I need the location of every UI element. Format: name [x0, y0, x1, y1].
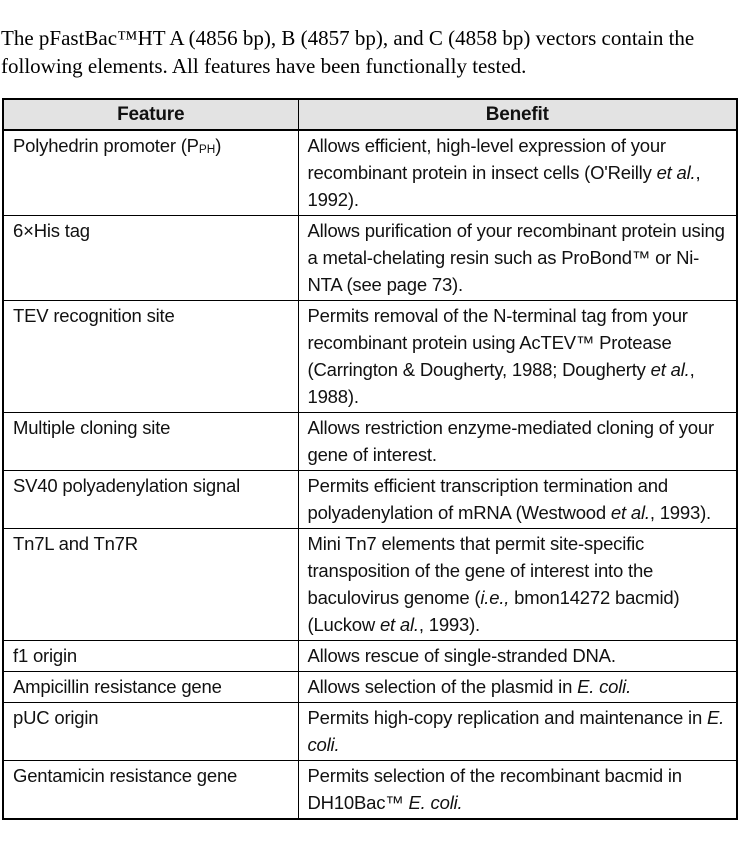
benefit-cell: Allows restriction enzyme-mediated cloni…	[297, 412, 738, 471]
feature-cell: pUC origin	[2, 702, 299, 761]
column-header-feature: Feature	[2, 98, 299, 131]
table-row: SV40 polyadenylation signal Permits effi…	[2, 470, 738, 529]
page: The pFastBac™HT A (4856 bp), B (4857 bp)…	[0, 24, 740, 855]
feature-cell: Multiple cloning site	[2, 412, 299, 471]
features-table: Feature Benefit Polyhedrin promoter (PPH…	[2, 98, 738, 820]
table-row: Ampicillin resistance gene Allows select…	[2, 671, 738, 703]
table-row: Gentamicin resistance gene Permits selec…	[2, 760, 738, 820]
benefit-cell: Allows efficient, high-level expression …	[297, 129, 738, 216]
benefit-cell: Permits removal of the N-terminal tag fr…	[297, 300, 738, 413]
benefit-cell: Allows selection of the plasmid in E. co…	[297, 671, 738, 703]
intro-paragraph: The pFastBac™HT A (4856 bp), B (4857 bp)…	[1, 26, 695, 78]
table-header-row: Feature Benefit	[2, 98, 738, 131]
benefit-cell: Permits selection of the recombinant bac…	[297, 760, 738, 820]
feature-cell: Polyhedrin promoter (PPH)	[2, 129, 299, 216]
benefit-cell: Allows rescue of single-stranded DNA.	[297, 640, 738, 672]
table-row: f1 origin Allows rescue of single-strand…	[2, 640, 738, 672]
benefit-cell: Mini Tn7 elements that permit site-speci…	[297, 528, 738, 641]
feature-cell: 6×His tag	[2, 215, 299, 301]
column-header-benefit: Benefit	[297, 98, 738, 131]
table-body: Polyhedrin promoter (PPH) Allows efficie…	[2, 129, 738, 820]
table-row: 6×His tag Allows purification of your re…	[2, 215, 738, 301]
feature-cell: TEV recognition site	[2, 300, 299, 413]
feature-cell: f1 origin	[2, 640, 299, 672]
table-row: Tn7L and Tn7R Mini Tn7 elements that per…	[2, 528, 738, 641]
table-row: Polyhedrin promoter (PPH) Allows efficie…	[2, 129, 738, 216]
table-row: pUC origin Permits high-copy replication…	[2, 702, 738, 761]
feature-cell: Gentamicin resistance gene	[2, 760, 299, 820]
feature-cell: Ampicillin resistance gene	[2, 671, 299, 703]
feature-cell: Tn7L and Tn7R	[2, 528, 299, 641]
benefit-cell: Permits high-copy replication and mainte…	[297, 702, 738, 761]
benefit-cell: Allows purification of your recombinant …	[297, 215, 738, 301]
table-row: TEV recognition site Permits removal of …	[2, 300, 738, 413]
benefit-cell: Permits efficient transcription terminat…	[297, 470, 738, 529]
feature-cell: SV40 polyadenylation signal	[2, 470, 299, 529]
table-row: Multiple cloning site Allows restriction…	[2, 412, 738, 471]
